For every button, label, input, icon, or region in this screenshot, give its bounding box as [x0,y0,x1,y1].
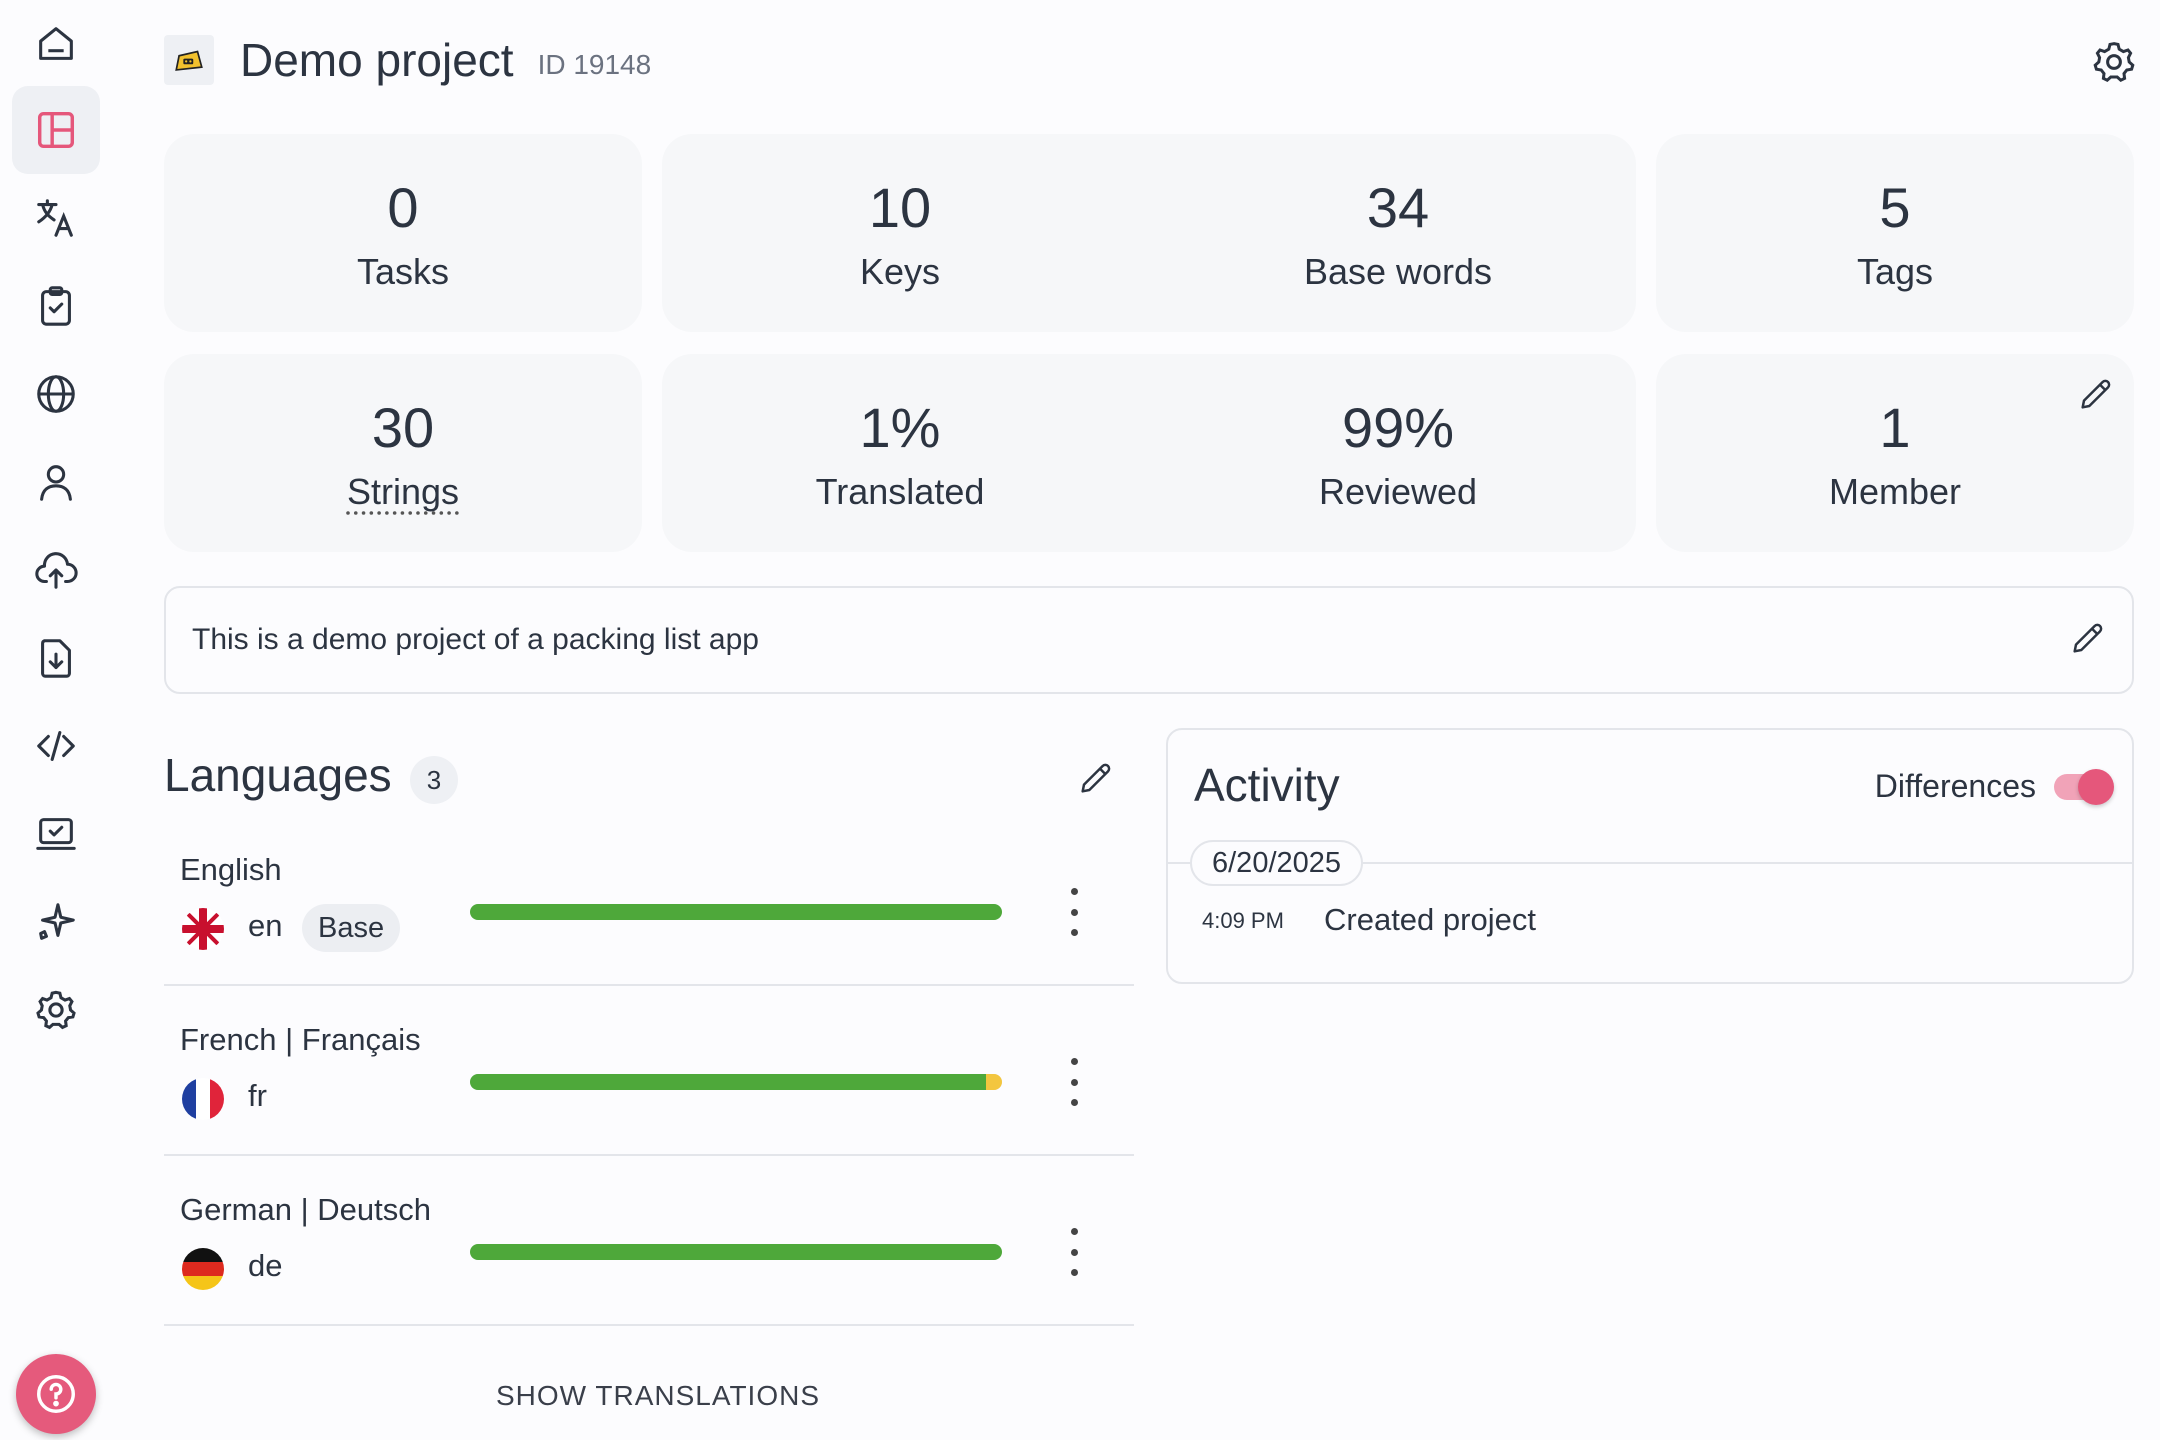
keys-words-card: 10 Keys 34 Base words [662,134,1636,332]
nav-export[interactable] [12,614,100,702]
nav-settings[interactable] [12,966,100,1054]
differences-label: Differences [1874,768,2036,804]
tags-card: 5 Tags [1656,134,2134,332]
description-text: This is a demo project of a packing list… [192,623,759,656]
language-progress-bar [470,1074,1002,1090]
members-count: 1 [1879,396,1911,459]
project-avatar [164,35,214,85]
edit-languages-icon[interactable] [1076,758,1116,798]
page-title: Demo project [240,34,514,86]
tasks-label: Tasks [356,251,450,292]
members-label: Member [1828,471,1962,512]
base-language-badge: Base [302,904,401,952]
strings-label[interactable]: Strings [346,471,460,512]
members-card[interactable]: 1 Member [1656,354,2134,552]
sparkle-icon [39,903,75,940]
help-icon [37,1375,75,1413]
nav-members[interactable] [12,438,100,526]
nav-import[interactable] [12,526,100,614]
language-code: fr [248,1078,267,1113]
germany-flag-icon [182,1248,224,1290]
sidebar [0,0,112,1440]
language-name: French | Français [180,1022,421,1057]
tags-count: 5 [1879,176,1911,239]
project-description[interactable]: This is a demo project of a packing list… [164,586,2134,694]
tasks-card[interactable]: 0 Tasks [164,134,642,332]
translate-icon [37,199,73,237]
strings-count: 30 [371,396,435,459]
language-menu-button[interactable] [1064,1058,1084,1106]
laptop-icon [36,818,76,850]
tasks-icon [41,286,71,326]
language-name: English [180,852,282,887]
language-code: de [248,1248,283,1283]
gear-icon [36,990,76,1030]
project-id: ID 19148 [537,49,652,80]
tags-label: Tags [1856,251,1934,292]
base-words-stat: 34 Base words [1198,176,1598,294]
language-code: en [248,908,283,943]
upload-icon [35,552,78,589]
differences-toggle[interactable] [2054,769,2114,805]
france-flag-icon [182,1078,224,1120]
reviewed-label: Reviewed [1318,471,1478,512]
activity-date: 6/20/2025 [1190,840,1364,886]
activity-panel: Activity Differences 6/20/2025 4:09 PM C… [1166,728,2134,984]
export-icon [41,639,71,678]
home-icon [39,27,73,60]
help-button[interactable] [16,1354,96,1434]
activity-text: Created project [1324,902,1536,937]
globe-icon [37,375,75,413]
language-row-fr[interactable]: French | Français fr [164,986,1134,1156]
progress-card: 1% Translated 99% Reviewed [662,354,1636,552]
nav-tasks[interactable] [12,262,100,350]
language-progress-bar [470,904,1002,920]
languages-title: Languages [164,749,392,801]
strings-card: 30 Strings [164,354,642,552]
nav-translations[interactable] [12,174,100,262]
gear-icon [2093,42,2135,82]
edit-members-icon[interactable] [2076,374,2116,414]
translated-percent: 1% [859,396,941,459]
project-logo-icon [175,50,203,71]
nav-ai[interactable] [12,878,100,966]
base-words-count: 34 [1366,176,1430,239]
uk-flag-icon [182,908,224,950]
toggle-knob [2078,769,2114,805]
keys-count: 10 [868,176,932,239]
language-progress-bar [470,1244,1002,1260]
nav-home[interactable] [12,0,100,88]
base-words-label: Base words [1303,251,1493,292]
translated-label: Translated [815,471,985,512]
language-row-de[interactable]: German | Deutsch de [164,1156,1134,1326]
nav-developer[interactable] [12,702,100,790]
nav-integrate[interactable] [12,790,100,878]
nav-languages[interactable] [12,350,100,438]
code-icon [37,731,75,761]
page-header: Demo project ID 19148 [164,30,2140,90]
language-row-en[interactable]: English en Base [164,816,1134,986]
keys-label: Keys [859,251,941,292]
user-icon [40,465,72,501]
dashboard-icon [37,111,75,149]
activity-title: Activity [1194,759,1340,811]
language-menu-button[interactable] [1064,888,1084,936]
project-settings-button[interactable] [2088,36,2140,88]
language-menu-button[interactable] [1064,1228,1084,1276]
activity-time: 4:09 PM [1202,908,1284,933]
languages-count-badge: 3 [410,756,458,804]
reviewed-percent: 99% [1341,396,1455,459]
tasks-count: 0 [387,176,419,239]
edit-description-icon[interactable] [2068,618,2108,658]
show-translations-button[interactable]: SHOW TRANSLATIONS [496,1380,821,1411]
nav-dashboard[interactable] [12,86,100,174]
language-name: German | Deutsch [180,1192,431,1227]
activity-divider [1168,862,2132,864]
keys-stat[interactable]: 10 Keys [700,176,1100,294]
